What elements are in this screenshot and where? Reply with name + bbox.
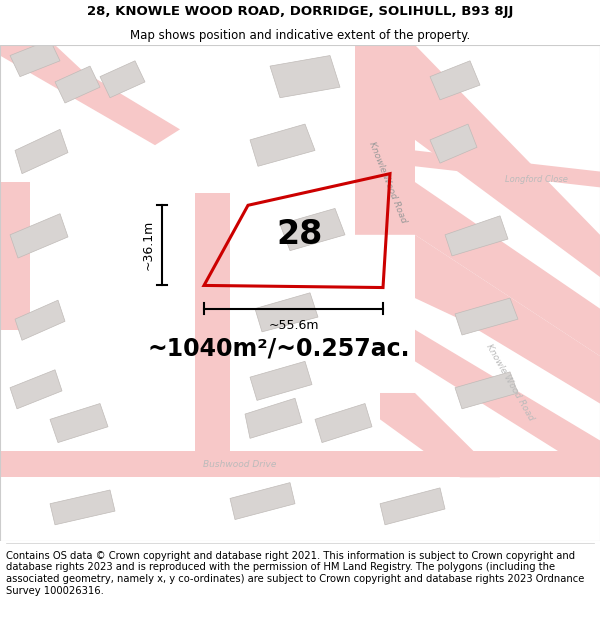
Text: Knowle Wood Road: Knowle Wood Road [368, 140, 409, 224]
Polygon shape [25, 45, 100, 98]
Polygon shape [250, 124, 315, 166]
Polygon shape [10, 370, 62, 409]
Polygon shape [0, 45, 180, 145]
Polygon shape [55, 66, 100, 103]
Polygon shape [415, 235, 600, 404]
Polygon shape [455, 372, 518, 409]
Polygon shape [455, 298, 518, 335]
Polygon shape [0, 45, 600, 541]
Polygon shape [430, 61, 480, 100]
Polygon shape [245, 398, 302, 438]
Polygon shape [445, 216, 508, 256]
Polygon shape [0, 451, 600, 478]
Text: 28, KNOWLE WOOD ROAD, DORRIDGE, SOLIHULL, B93 8JJ: 28, KNOWLE WOOD ROAD, DORRIDGE, SOLIHULL… [87, 5, 513, 18]
Polygon shape [15, 300, 65, 340]
Text: Knowle Wood Road: Knowle Wood Road [484, 342, 536, 422]
Polygon shape [0, 182, 30, 330]
Text: ~36.1m: ~36.1m [142, 220, 155, 271]
Polygon shape [415, 330, 600, 478]
Polygon shape [50, 490, 115, 525]
Text: 28: 28 [277, 218, 323, 251]
Text: Contains OS data © Crown copyright and database right 2021. This information is : Contains OS data © Crown copyright and d… [6, 551, 584, 596]
Polygon shape [280, 209, 345, 251]
Polygon shape [10, 214, 68, 258]
Polygon shape [255, 292, 318, 332]
Polygon shape [430, 124, 477, 163]
Polygon shape [315, 404, 372, 442]
Polygon shape [360, 45, 600, 277]
Polygon shape [50, 404, 108, 442]
Polygon shape [230, 482, 295, 519]
Polygon shape [270, 56, 340, 98]
Text: Map shows position and indicative extent of the property.: Map shows position and indicative extent… [130, 29, 470, 42]
Text: Longford Close: Longford Close [505, 176, 568, 184]
Polygon shape [380, 393, 500, 478]
Text: ~1040m²/~0.257ac.: ~1040m²/~0.257ac. [148, 337, 410, 361]
Text: ~55.6m: ~55.6m [268, 319, 319, 332]
Polygon shape [415, 151, 600, 188]
Text: Bushwood Drive: Bushwood Drive [203, 460, 277, 469]
Polygon shape [15, 129, 68, 174]
Polygon shape [380, 488, 445, 525]
Polygon shape [10, 40, 60, 77]
Polygon shape [100, 61, 145, 98]
Polygon shape [250, 361, 312, 401]
Polygon shape [355, 45, 600, 356]
Polygon shape [195, 192, 230, 451]
